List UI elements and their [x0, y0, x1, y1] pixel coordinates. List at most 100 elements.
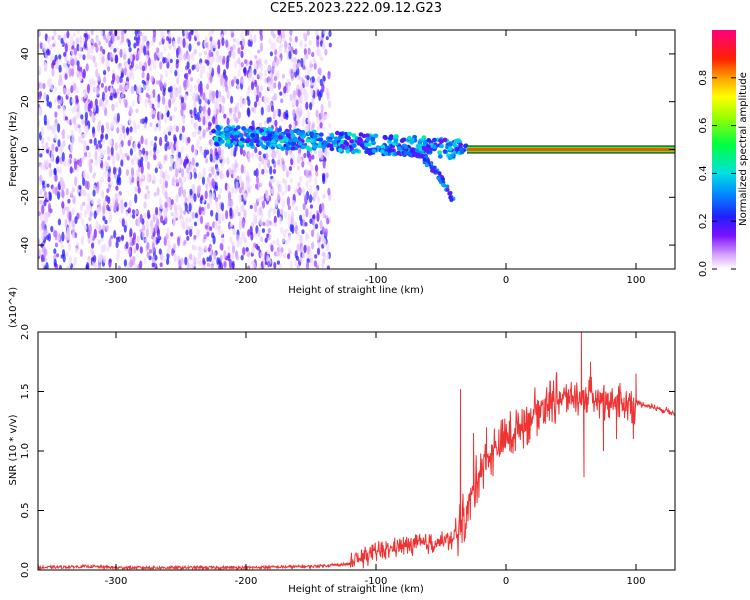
heatmap-cell	[51, 35, 55, 41]
heatmap-cell	[217, 193, 221, 200]
heatmap-cell	[83, 224, 88, 231]
heatmap-cell	[219, 154, 223, 160]
heatmap-cell	[429, 165, 434, 170]
heatmap-cell	[243, 59, 248, 65]
heatmap-cell	[185, 216, 189, 225]
heatmap-cell	[324, 228, 328, 237]
heatmap-cell	[273, 75, 278, 82]
heatmap-cell	[146, 161, 151, 170]
heatmap-cell	[255, 243, 259, 250]
heatmap-cell	[221, 237, 225, 245]
heatmap-cell	[153, 154, 157, 161]
heatmap-cell	[196, 41, 200, 46]
heatmap-cell	[290, 141, 296, 147]
heatmap-cell	[58, 166, 62, 175]
heatmap-cell	[193, 234, 197, 240]
heatmap-cell	[144, 155, 148, 163]
heatmap-cell	[71, 232, 75, 239]
heatmap-cell	[75, 98, 79, 104]
heatmap-cell	[110, 121, 114, 129]
heatmap-cell	[57, 191, 61, 200]
heatmap-cell	[139, 260, 143, 269]
heatmap-cell	[296, 243, 300, 252]
heatmap-cell	[441, 177, 445, 182]
heatmap-cell	[158, 79, 162, 88]
heatmap-cell	[256, 197, 260, 202]
heatmap-cell	[173, 106, 177, 112]
heatmap-cell	[209, 65, 213, 74]
heatmap-cell	[212, 235, 216, 245]
heatmap-cell	[184, 30, 188, 36]
heatmap-cell	[106, 188, 110, 194]
heatmap-cell	[168, 141, 173, 148]
heatmap-cell	[269, 207, 273, 212]
heatmap-cell	[247, 229, 251, 237]
heatmap-cell	[267, 209, 271, 219]
heatmap-cell	[189, 77, 194, 82]
heatmap-cell	[140, 43, 144, 54]
heatmap-cell	[255, 183, 259, 190]
heatmap-cell	[208, 255, 212, 262]
heatmap-cell	[227, 252, 231, 259]
heatmap-cell	[260, 236, 264, 243]
heatmap-cell	[242, 246, 246, 256]
snr-background	[38, 332, 675, 570]
heatmap-cell	[251, 221, 255, 228]
heatmap-cell	[186, 262, 190, 269]
heatmap-cell	[249, 33, 253, 42]
heatmap-cell	[305, 101, 309, 111]
heatmap-cell	[132, 213, 136, 219]
heatmap-cell	[45, 262, 49, 269]
heatmap-cell	[347, 131, 353, 137]
heatmap-cell	[259, 128, 265, 133]
heatmap-cell	[148, 103, 153, 109]
heatmap-cell	[121, 218, 125, 228]
heatmap-cell	[61, 129, 65, 136]
heatmap-cell	[98, 178, 102, 189]
heatmap-cell	[239, 236, 243, 247]
heatmap-cell	[297, 88, 301, 98]
heatmap-cell	[277, 153, 281, 161]
heatmap-cell	[45, 149, 50, 154]
heatmap-cell	[286, 196, 290, 207]
heatmap-cell	[296, 165, 300, 171]
heatmap-cell	[313, 260, 317, 268]
heatmap-cell	[93, 210, 97, 219]
heatmap-cell	[131, 100, 136, 107]
heatmap-cell	[204, 110, 208, 118]
heatmap-cell	[86, 145, 90, 151]
heatmap-cell	[129, 52, 133, 63]
heatmap-cell	[325, 172, 329, 179]
heatmap-cell	[300, 57, 304, 68]
heatmap-cell	[211, 129, 216, 134]
heatmap-cell	[73, 256, 77, 266]
heatmap-cell	[128, 175, 132, 182]
heatmap-cell	[45, 211, 49, 221]
heatmap-cell	[159, 262, 163, 268]
heatmap-cell	[134, 30, 138, 37]
heatmap-cell	[134, 263, 138, 269]
heatmap-cell	[129, 105, 133, 115]
heatmap-cell	[265, 105, 269, 113]
heatmap-cell	[176, 77, 180, 85]
heatmap-cell	[183, 80, 187, 88]
heatmap-cell	[324, 48, 328, 56]
heatmap-cell	[123, 30, 127, 34]
x-tick-label: 0	[503, 275, 509, 286]
heatmap-cell	[289, 30, 293, 36]
x-tick-label: -200	[235, 576, 258, 587]
heatmap-cell	[267, 261, 271, 268]
heatmap-cell	[102, 255, 106, 264]
heatmap-cell	[231, 187, 235, 194]
heatmap-cell	[222, 157, 226, 164]
heatmap-cell	[89, 100, 93, 109]
heatmap-cell	[96, 206, 100, 215]
heatmap-cell	[296, 188, 300, 193]
heatmap-cell	[58, 64, 62, 73]
heatmap-cell	[88, 54, 93, 61]
heatmap-cell	[113, 229, 117, 239]
heatmap-cell	[307, 147, 313, 152]
x-tick-label: 100	[626, 275, 645, 286]
heatmap-cell	[175, 90, 179, 97]
heatmap-cell	[166, 247, 170, 255]
